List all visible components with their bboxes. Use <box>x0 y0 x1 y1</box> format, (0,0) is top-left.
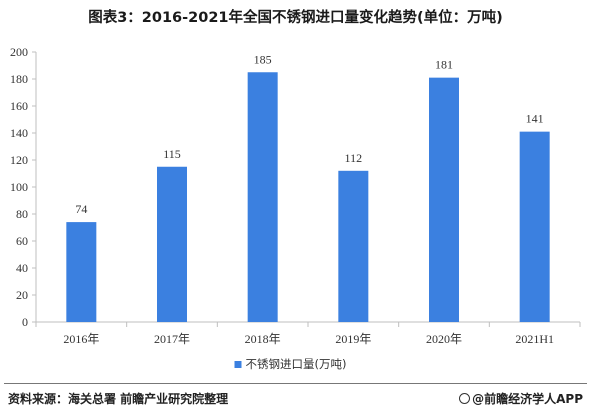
bar <box>157 166 187 322</box>
bar <box>66 222 97 322</box>
brand-text: @前瞻经济学人APP <box>472 392 583 406</box>
brand-credit: @前瞻经济学人APP <box>459 390 583 407</box>
data-label: 112 <box>345 151 363 165</box>
y-tick-label: 0 <box>22 315 28 329</box>
x-tick-label: 2021H1 <box>515 332 554 346</box>
legend-swatch <box>234 361 242 368</box>
brand-logo-icon <box>459 393 471 404</box>
bar <box>429 77 459 323</box>
source-note: 资料来源：海关总署 前瞻产业研究院整理 <box>8 392 229 406</box>
y-tick-label: 200 <box>10 45 28 59</box>
y-tick-label: 120 <box>10 153 28 167</box>
x-tick-label: 2017年 <box>154 332 190 346</box>
y-tick-label: 60 <box>16 234 28 248</box>
data-label: 74 <box>75 202 87 216</box>
y-tick-label: 160 <box>10 99 28 113</box>
x-tick-label: 2016年 <box>63 332 99 346</box>
data-label: 185 <box>254 52 272 66</box>
y-tick-label: 20 <box>16 288 28 302</box>
x-tick-label: 2020年 <box>426 332 462 346</box>
x-axis: 2016年 2017年 2018年 2019年 2020年 2021H1 <box>35 321 581 346</box>
data-label: 141 <box>526 112 544 126</box>
bar <box>338 170 369 322</box>
y-tick-label: 100 <box>10 180 28 194</box>
legend: 不锈钢进口量(万吨) <box>234 357 347 371</box>
data-label: 181 <box>435 58 453 72</box>
y-axis: 0 20 40 60 80 100 120 140 160 180 200 <box>10 45 37 329</box>
y-tick-label: 140 <box>10 126 28 140</box>
x-tick-label: 2018年 <box>245 332 281 346</box>
y-tick-label: 180 <box>10 72 28 86</box>
footer-divider <box>4 383 587 384</box>
data-label: 115 <box>163 147 181 161</box>
bars: 74 115 185 112 181 141 <box>66 52 550 323</box>
bar <box>247 72 278 322</box>
y-tick-label: 80 <box>16 207 28 221</box>
x-tick-label: 2019年 <box>335 332 371 346</box>
legend-label: 不锈钢进口量(万吨) <box>246 357 347 371</box>
bar <box>519 131 550 322</box>
chart-title: 图表3：2016-2021年全国不锈钢进口量变化趋势(单位：万吨) <box>88 10 503 26</box>
footer: 资料来源：海关总署 前瞻产业研究院整理 @前瞻经济学人APP <box>0 383 591 416</box>
y-tick-label: 40 <box>16 261 28 275</box>
